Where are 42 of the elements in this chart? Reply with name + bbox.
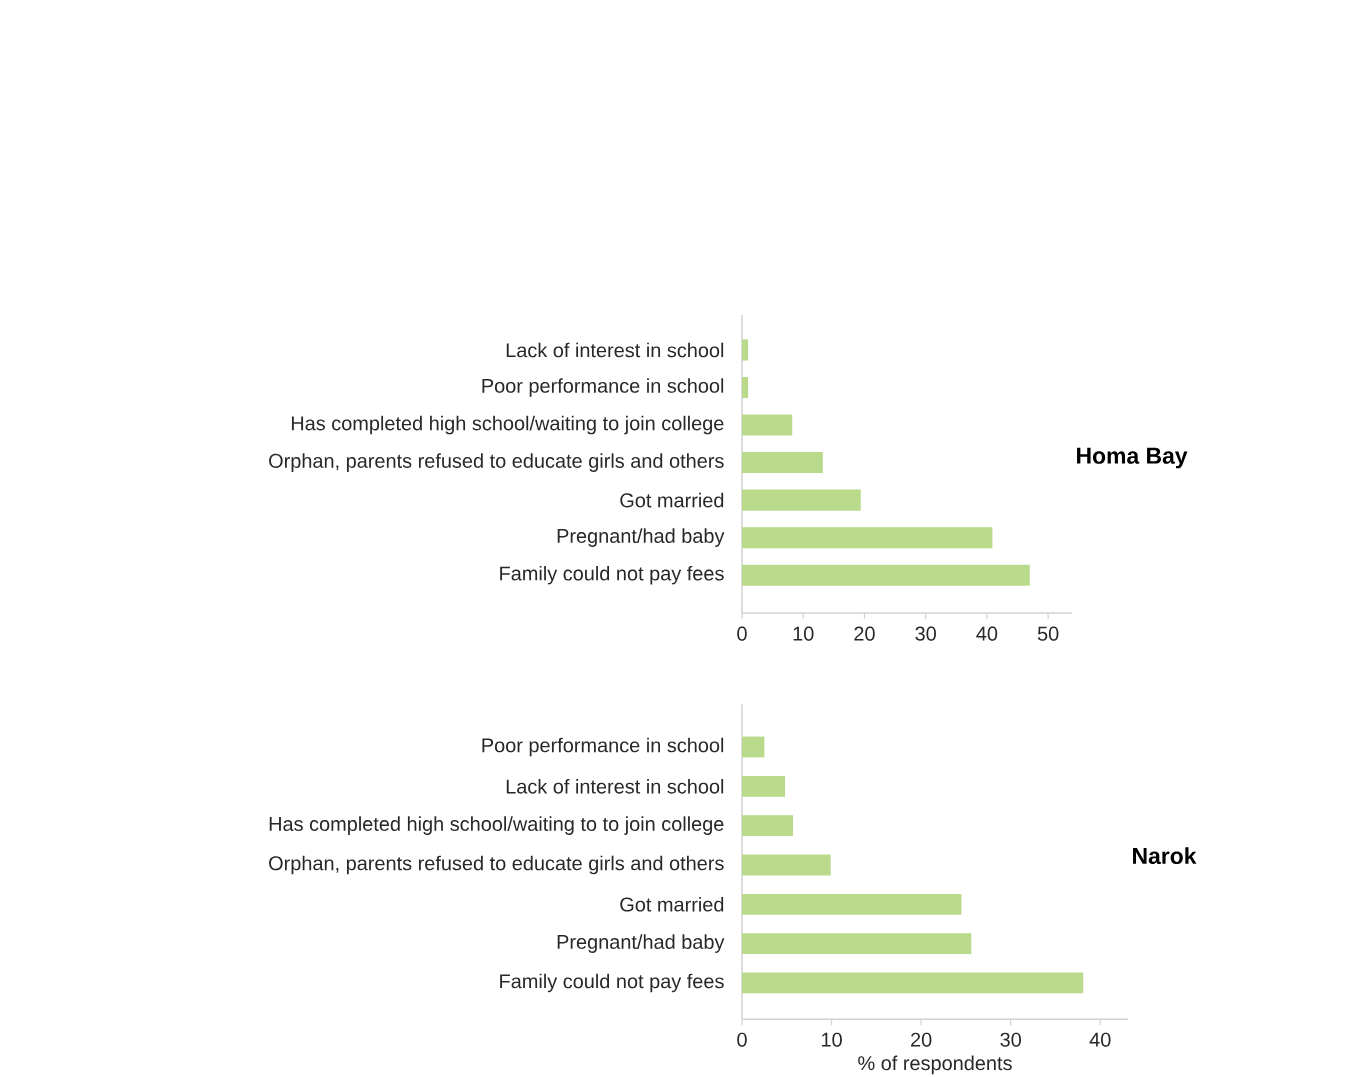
bar — [742, 414, 793, 436]
text: Narok — [1133, 847, 1197, 864]
bar — [742, 814, 794, 836]
x-tick-label: 10 — [793, 626, 814, 641]
y-tick-label: Has completed high school/waiting to to join college — [269, 816, 724, 835]
y-tick-label: Family could not pay fees — [500, 973, 724, 993]
y-tick-label: Orphan, parents refused to educate girls and others — [269, 855, 724, 875]
bar — [742, 564, 1030, 586]
y-tick-label: Lack of interest in school — [506, 778, 724, 794]
x-tick-label: 0 — [737, 1032, 747, 1047]
bar — [742, 489, 861, 511]
x-tick-label: 10 — [822, 1032, 842, 1047]
x-tick-label: 30 — [915, 626, 936, 641]
x-tick-label: 40 — [1089, 1032, 1111, 1047]
y-tick-label: Lack of interest in school — [506, 342, 724, 358]
y-tick-label: Pregnant/had baby — [557, 934, 725, 953]
x-tick-label: 50 — [1037, 626, 1059, 641]
y-tick-label: Has completed high school/waiting to join college — [291, 415, 724, 435]
bar — [742, 451, 823, 473]
x-tick-label: 0 — [737, 626, 747, 641]
bar — [742, 339, 749, 361]
x-tick-label: 20 — [911, 1032, 932, 1047]
x-tick-label: 40 — [976, 626, 998, 641]
y-tick-label: Got married — [620, 896, 724, 912]
y-tick-label: Orphan, parents refused to educate girls and others — [269, 453, 724, 472]
bar — [742, 893, 962, 915]
bar — [742, 972, 1084, 994]
x-axis-title: % of respondents — [858, 1055, 1012, 1074]
bar — [742, 526, 993, 548]
y-tick-label: Poor performance in school — [482, 737, 724, 757]
y-tick-label: Pregnant/had baby — [557, 528, 725, 547]
y-tick-label: Poor performance in school — [482, 378, 724, 397]
text: Homa Bay — [1077, 447, 1188, 469]
bar — [742, 932, 972, 954]
bar — [742, 376, 749, 398]
y-tick-label: Got married — [620, 492, 724, 508]
y-tick-label: Family could not pay fees — [500, 565, 724, 585]
x-tick-label: 30 — [1000, 1032, 1021, 1047]
bar — [742, 775, 785, 797]
bar — [742, 854, 831, 876]
bar — [742, 736, 765, 758]
x-tick-label: 20 — [854, 626, 875, 641]
